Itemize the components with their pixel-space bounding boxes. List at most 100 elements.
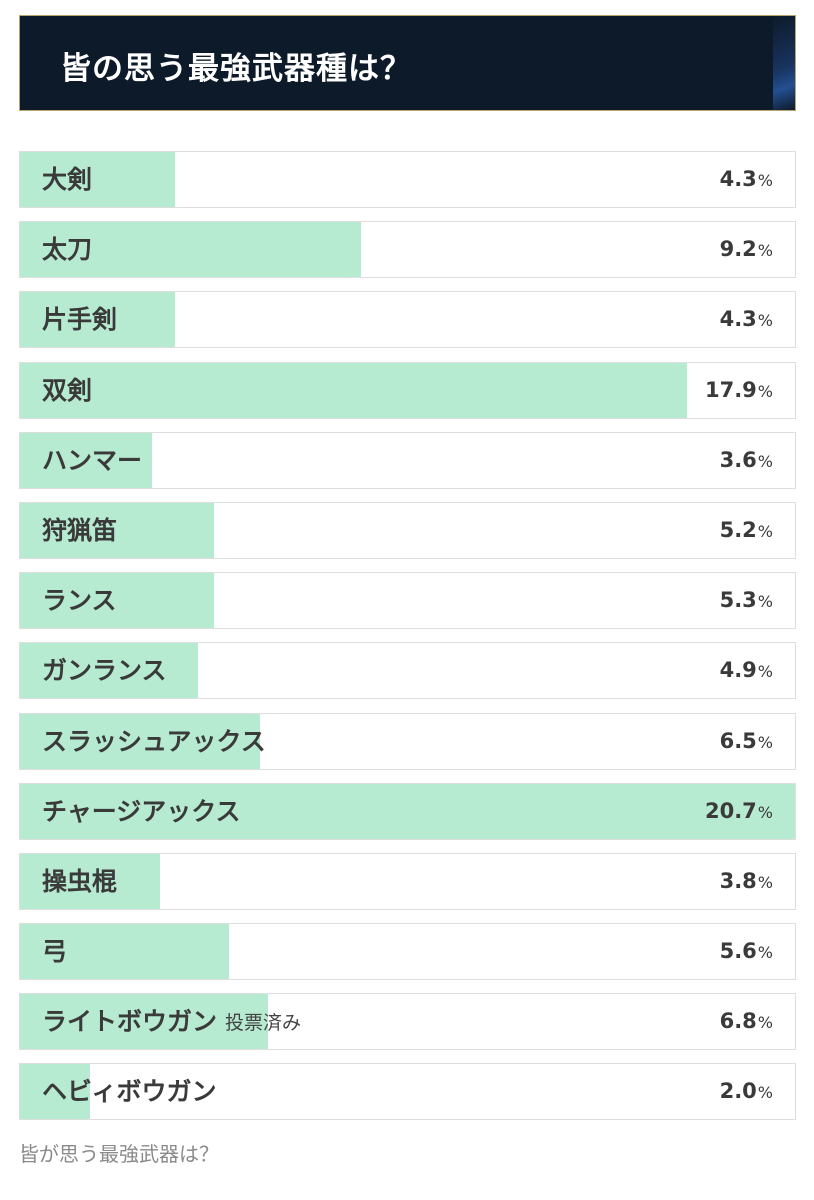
percentage-unit: % (757, 381, 773, 401)
poll-option[interactable]: チャージアックス 20.7% (19, 782, 796, 840)
percentage-unit: % (757, 311, 773, 331)
poll-option-percentage: 6.5% (720, 714, 773, 769)
percentage-unit: % (757, 732, 773, 752)
poll-option-label-text: ライトボウガン (42, 1007, 218, 1037)
percentage-value: 2.0 (719, 1079, 757, 1104)
poll-option-label: ランス (42, 573, 117, 628)
poll-option-percentage: 5.6% (720, 924, 773, 979)
poll-header: 皆の思う最強武器種は？ (19, 15, 796, 111)
percentage-value: 3.6 (719, 447, 757, 472)
poll-option-label: ガンランス (42, 643, 167, 698)
poll-option-bar (20, 573, 214, 629)
percentage-unit: % (757, 943, 773, 963)
poll-option-percentage: 3.8% (720, 854, 773, 909)
poll-option[interactable]: 片手剣 4.3% (19, 291, 796, 349)
poll-option[interactable]: 大剣 4.3% (19, 151, 796, 208)
poll-option-label-text: チャージアックス (42, 796, 241, 826)
percentage-unit: % (757, 592, 773, 612)
percentage-value: 5.6 (719, 939, 757, 964)
poll-option-percentage: 17.9% (705, 363, 773, 418)
poll-option-label-text: 狩猟笛 (42, 515, 118, 545)
poll-option-label: 弓 (42, 924, 67, 979)
poll-option[interactable]: 狩猟笛 5.2% (19, 501, 796, 559)
poll-option-percentage: 9.2% (720, 222, 773, 277)
poll-option[interactable]: スラッシュアックス 6.5% (19, 712, 796, 770)
poll-option-label-text: 大剣 (42, 165, 93, 194)
poll-option-label-text: ハンマー (42, 445, 143, 475)
poll-option-bar (20, 924, 230, 980)
poll-option-bar (20, 432, 152, 488)
poll-option-label: ハンマー (42, 433, 142, 488)
poll-option-bar (20, 502, 214, 558)
poll-option[interactable]: 操虫棍 3.8% (19, 852, 796, 910)
percentage-unit: % (757, 171, 773, 190)
percentage-unit: % (757, 872, 773, 892)
percentage-value: 4.3 (719, 307, 757, 332)
poll-option-label: ライトボウガン 投票済み (42, 994, 301, 1049)
poll-option-bar (20, 853, 160, 909)
percentage-unit: % (757, 1083, 773, 1103)
poll-option[interactable]: ランス 5.3% (19, 572, 796, 630)
percentage-value: 4.9 (719, 658, 757, 683)
poll-option[interactable]: 太刀 9.2% (19, 221, 796, 279)
poll-option-bar (20, 222, 361, 278)
poll-option-percentage: 20.7% (705, 784, 773, 839)
poll-option-bar (20, 713, 261, 769)
poll-option-label: ヘビィボウガン (42, 1064, 217, 1119)
poll-option-bar (20, 783, 795, 839)
percentage-unit: % (757, 451, 773, 471)
poll-option-label-text: ランス (42, 586, 117, 616)
poll-option[interactable]: ハンマー 3.6% (19, 431, 796, 489)
percentage-value: 4.3 (719, 167, 757, 191)
poll-option-percentage: 2.0% (720, 1064, 773, 1119)
poll-option-label: 操虫棍 (42, 854, 117, 909)
poll-option-label: 片手剣 (42, 292, 117, 347)
poll-option-bar (20, 1064, 90, 1120)
poll-option[interactable]: 弓 5.6% (19, 923, 796, 981)
poll-option-bar (20, 362, 687, 418)
poll-option-percentage: 6.8% (720, 994, 773, 1049)
poll-option-label-text: ガンランス (42, 656, 167, 686)
header-accent (773, 16, 795, 110)
poll-option[interactable]: ライトボウガン 投票済み 6.8% (19, 993, 796, 1051)
poll-option[interactable]: ヘビィボウガン 2.0% (19, 1063, 796, 1121)
poll-option-label-text: スラッシュアックス (42, 726, 266, 756)
poll-option-label: 狩猟笛 (42, 503, 117, 558)
poll-option-bar (20, 292, 175, 348)
poll-title: 皆の思う最強武器種は？ (60, 51, 412, 87)
poll-option-label-text: 太刀 (42, 235, 93, 265)
poll-option-percentage: 5.2% (720, 503, 773, 558)
percentage-value: 9.2 (719, 237, 757, 262)
poll-option-label-text: 双剣 (42, 375, 93, 405)
poll-option-label-text: 操虫棍 (42, 866, 118, 896)
poll-option-label-text: 片手剣 (42, 305, 118, 335)
poll-option-label: 太刀 (42, 222, 92, 277)
percentage-value: 6.5 (719, 728, 757, 753)
poll-caption: 皆が思う最強武器は？ (19, 1142, 219, 1166)
percentage-value: 20.7 (704, 798, 757, 823)
percentage-value: 17.9 (704, 377, 757, 402)
poll-option[interactable]: 双剣 17.9% (19, 361, 796, 419)
poll-option-percentage: 4.3% (720, 292, 773, 347)
percentage-unit: % (757, 802, 773, 822)
poll-option[interactable]: ガンランス 4.9% (19, 642, 796, 700)
poll-option-percentage: 3.6% (720, 433, 773, 488)
poll-option-label-text: 弓 (42, 937, 68, 967)
percentage-value: 5.3 (719, 588, 757, 613)
poll-option-label-text: ヘビィボウガン (42, 1077, 217, 1107)
percentage-value: 3.8 (719, 868, 757, 893)
poll-option-label: 大剣 (42, 152, 92, 207)
percentage-unit: % (757, 521, 773, 541)
percentage-value: 5.2 (719, 517, 757, 542)
poll-option-label: スラッシュアックス (42, 714, 266, 769)
poll-option-percentage: 4.9% (720, 643, 773, 698)
poll-option-bar (20, 152, 175, 207)
percentage-unit: % (757, 662, 773, 682)
poll-options-list: 大剣 4.3% 太刀 9.2% 片手剣 4.3% 双剣 17.9% ハンマー 3.6% 狩猟笛 5.2… (19, 151, 796, 1134)
poll-option-label: 双剣 (42, 363, 92, 418)
poll-option-percentage: 5.3% (720, 573, 773, 628)
percentage-value: 6.8 (719, 1009, 757, 1034)
poll-option-bar (20, 643, 199, 699)
poll-option-percentage: 4.3% (720, 152, 773, 207)
poll-option-bar (20, 994, 268, 1050)
